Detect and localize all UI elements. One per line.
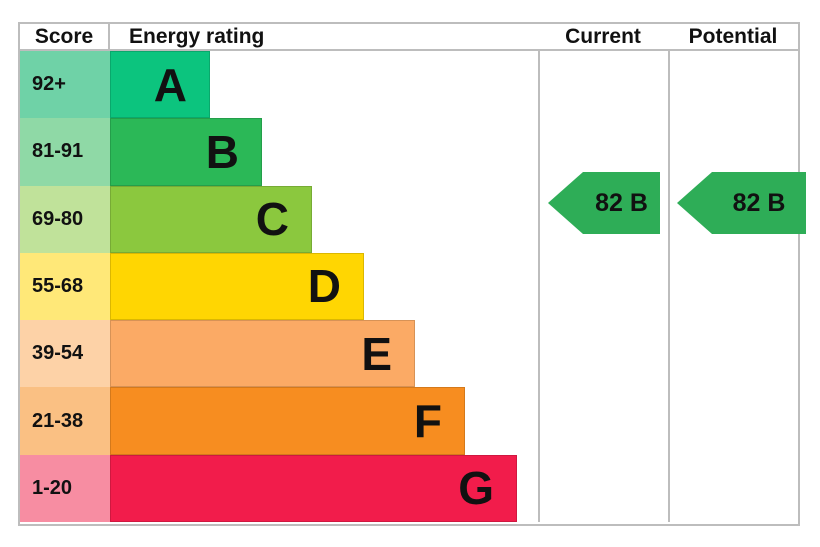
rating-bar: D [110, 252, 364, 321]
score-cell: 92+ [20, 51, 110, 119]
rating-letter: F [413, 395, 442, 448]
score-range-label: 55-68 [32, 274, 84, 297]
rating-letter: A [153, 58, 187, 111]
current-column-header: Current [565, 24, 641, 48]
score-range-label: 81-91 [32, 140, 84, 163]
score-cell: 55-68 [20, 252, 110, 321]
energy-rating-column-header: Energy rating [129, 24, 265, 48]
score-range-label: 21-38 [32, 409, 84, 432]
band-row: 39-54 E [20, 320, 538, 388]
rating-bar: G [110, 454, 517, 522]
score-cell: 69-80 [20, 185, 110, 253]
rating-letter: B [205, 125, 239, 178]
band-row: 92+ A [20, 51, 538, 119]
score-cell: 39-54 [20, 320, 110, 388]
rating-letter: C [255, 193, 289, 246]
current-column-divider [538, 51, 540, 522]
band-row: 21-38 F [20, 387, 538, 455]
rating-bar: A [110, 51, 210, 119]
score-range-label: 92+ [32, 73, 66, 96]
band-row: 69-80 C [20, 185, 538, 253]
rating-bar: B [110, 118, 262, 186]
score-column-header: Score [20, 24, 110, 49]
chart-body: 92+ A 81-91 B 69-80 C 55-68 D 39-54 [20, 51, 806, 522]
band-row: 55-68 D [20, 252, 538, 321]
score-range-label: 69-80 [32, 207, 84, 230]
current-rating-arrow: 82 B [548, 172, 660, 234]
band-row: 1-20 G [20, 454, 538, 522]
rating-bar: E [110, 320, 415, 388]
score-range-label: 1-20 [32, 476, 73, 499]
band-row: 81-91 B [20, 118, 538, 186]
rating-letter: E [361, 327, 392, 380]
score-cell: 81-91 [20, 118, 110, 186]
potential-column-header: Potential [688, 24, 778, 48]
rating-bar: C [110, 185, 312, 253]
band-rows: 92+ A 81-91 B 69-80 C 55-68 D 39-54 [20, 51, 538, 522]
potential-column-divider [668, 51, 670, 522]
rating-letter: G [458, 462, 494, 515]
score-range-label: 39-54 [32, 342, 84, 365]
chart-header-row: Score Energy rating Current Potential [20, 24, 798, 51]
score-cell: 1-20 [20, 454, 110, 522]
rating-bar: F [110, 387, 465, 455]
potential-rating-arrow: 82 B [677, 172, 806, 234]
rating-letter: D [307, 260, 341, 313]
score-cell: 21-38 [20, 387, 110, 455]
epc-energy-rating-chart: Score Energy rating Current Potential 92… [18, 22, 806, 526]
